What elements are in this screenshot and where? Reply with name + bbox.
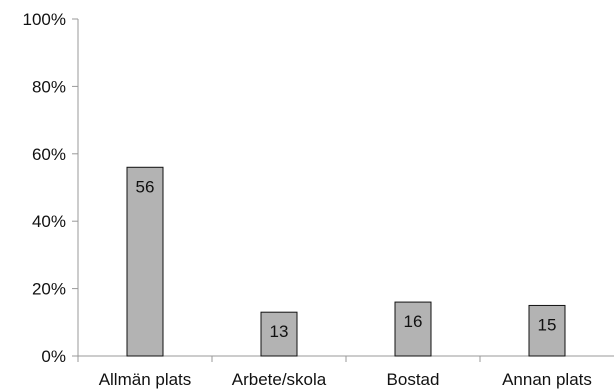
y-tick-label: 20% [32, 280, 66, 299]
bar-annan-plats [528, 304, 566, 357]
category-label: Allmän plats [99, 370, 192, 389]
category-label: Bostad [387, 370, 440, 389]
data-label: 15 [538, 315, 557, 334]
bar-arbete-skola [260, 311, 298, 357]
y-tick-label: 0% [41, 347, 66, 366]
category-label: Arbete/skola [232, 370, 327, 389]
y-tick-label: 40% [32, 212, 66, 231]
bar-allm-n-plats [126, 166, 164, 357]
category-label: Annan plats [502, 370, 592, 389]
data-label: 13 [270, 322, 289, 341]
bar-bostad [394, 301, 432, 357]
x-axis: Allmän plats Arbete/skola Bostad Annan plat… [77, 355, 614, 389]
data-labels: 56 13 16 15 [136, 177, 557, 341]
bars [126, 166, 566, 357]
y-tick-label: 100% [23, 10, 66, 29]
data-label: 56 [136, 177, 155, 196]
y-tick-label: 60% [32, 145, 66, 164]
y-axis: 0% 20% 40% 60% 80% 100% [23, 10, 79, 366]
data-label: 16 [404, 312, 423, 331]
y-tick-label: 80% [32, 77, 66, 96]
